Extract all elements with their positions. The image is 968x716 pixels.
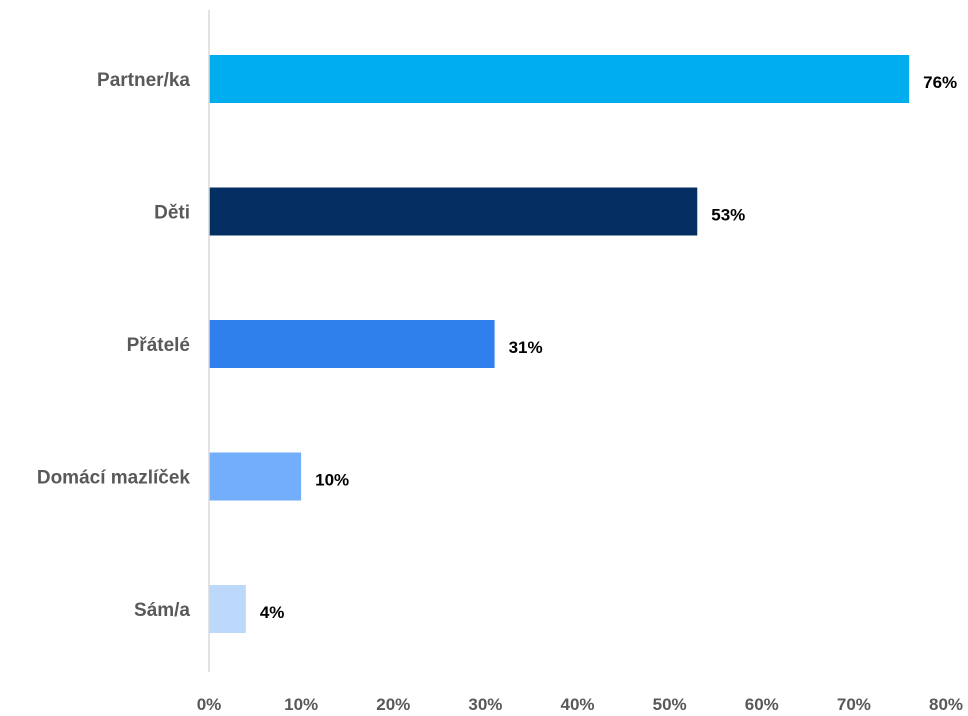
x-tick-label: 60% — [745, 695, 779, 714]
x-tick-label: 40% — [560, 695, 594, 714]
category-label-pratele: Přátelé — [127, 335, 190, 356]
x-tick-label: 0% — [197, 695, 222, 714]
x-tick-label: 70% — [837, 695, 871, 714]
category-label-deti: Děti — [154, 203, 190, 224]
bars-layer — [209, 55, 910, 633]
x-axis-ticks: 0% 10% 20% 30% 40% 50% 60% 70% 80% — [197, 695, 963, 714]
category-label-partner-ka: Partner/ka — [97, 70, 190, 91]
labels-layer: Partner/ka 76% Děti 53% Přátelé 31% Domácí maz… — [37, 70, 957, 622]
bar-sam-a — [209, 585, 246, 633]
value-label-sam-a: 4% — [260, 603, 285, 622]
value-label-partner-ka: 76% — [923, 73, 957, 92]
x-tick-label: 20% — [376, 695, 410, 714]
category-label-sam-a: Sám/a — [134, 600, 190, 621]
x-tick-label: 50% — [653, 695, 687, 714]
x-tick-label: 10% — [284, 695, 318, 714]
value-label-domaci-mazlicek: 10% — [315, 471, 349, 490]
bar-partner-ka — [209, 55, 910, 103]
value-label-deti: 53% — [711, 206, 745, 225]
x-tick-label: 30% — [468, 695, 502, 714]
bar-pratele — [209, 320, 495, 368]
bar-deti — [209, 187, 698, 236]
bar-domaci-mazlicek — [209, 452, 302, 501]
x-tick-label: 80% — [929, 695, 963, 714]
category-label-domaci-mazlicek: Domácí mazlíček — [37, 468, 191, 489]
value-label-pratele: 31% — [509, 338, 543, 357]
